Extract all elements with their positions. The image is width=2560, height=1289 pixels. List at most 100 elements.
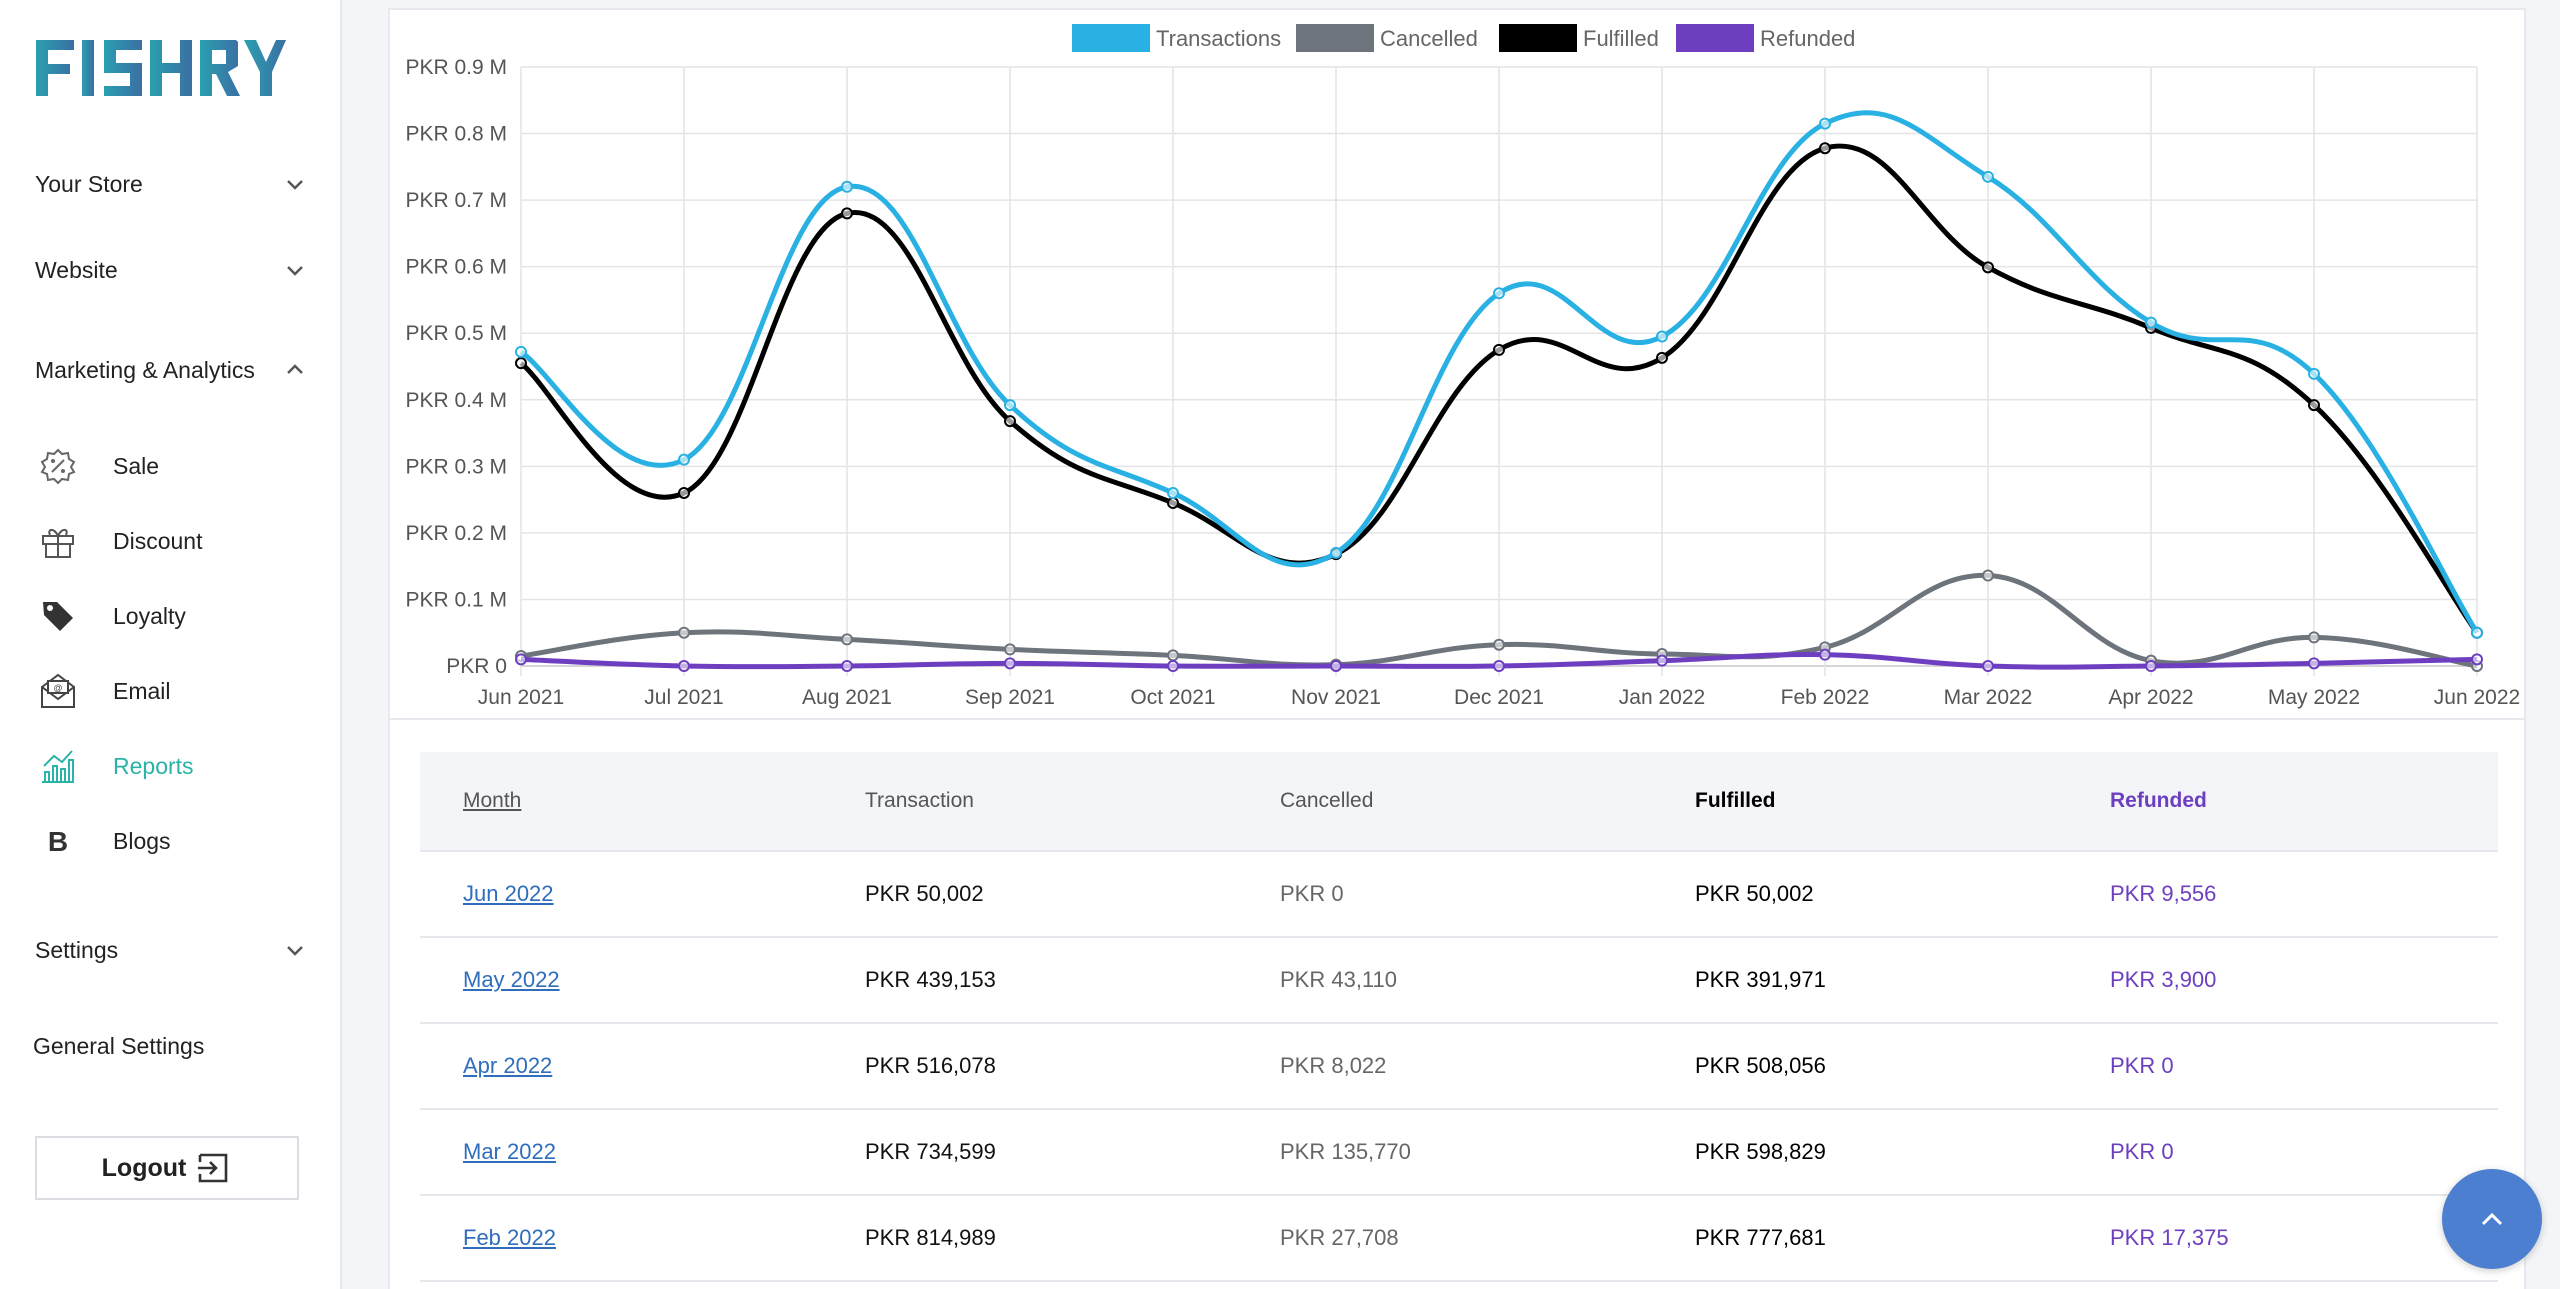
data-point-fulfilled [1493, 343, 1505, 356]
row-month-link[interactable]: Feb 2022 [463, 1225, 556, 1250]
nav-your-store-label: Your Store [35, 170, 143, 197]
data-point-transactions [2308, 367, 2320, 380]
row-month-link[interactable]: May 2022 [463, 967, 560, 992]
tag-icon [38, 596, 78, 636]
row-cancelled: PKR 43,110 [1280, 967, 1398, 992]
data-point-refunded [2145, 660, 2157, 672]
data-point-refunded [1982, 660, 1994, 672]
y-tick-label: PKR 0.8 M [405, 123, 507, 146]
data-point-fulfilled [678, 486, 690, 499]
row-cancelled: PKR 135,770 [1280, 1139, 1411, 1164]
row-fulfilled: PKR 508,056 [1695, 1053, 1826, 1078]
x-tick-label: Nov 2021 [1291, 686, 1381, 709]
row-fulfilled: PKR 777,681 [1695, 1225, 1826, 1250]
data-point-fulfilled [515, 357, 527, 370]
row-month-link[interactable]: Apr 2022 [463, 1053, 553, 1078]
data-point-cancelled [678, 626, 690, 639]
data-point-refunded [515, 653, 527, 666]
data-point-refunded [2308, 657, 2320, 670]
data-point-fulfilled [1004, 415, 1016, 428]
svg-text:@: @ [53, 683, 62, 693]
report-table-card: Month Transaction Cancelled Fulfilled Re… [388, 720, 2526, 1289]
legend-swatch-cancelled [1296, 24, 1374, 52]
x-tick-label: Aug 2021 [802, 686, 892, 709]
x-tick-label: May 2022 [2268, 686, 2360, 709]
nav-your-store[interactable]: Your Store [35, 164, 305, 204]
logout-label: Logout [101, 1153, 187, 1182]
blog-icon: B [38, 821, 78, 861]
nav-website[interactable]: Website [35, 250, 305, 290]
row-transaction: PKR 50,002 [865, 881, 984, 906]
data-point-transactions [1330, 546, 1342, 559]
legend-swatch-refunded [1676, 24, 1754, 52]
scroll-to-top-button[interactable] [2442, 1169, 2542, 1269]
data-point-refunded [1004, 657, 1016, 670]
data-point-transactions [1819, 117, 1831, 130]
legend-label-refunded: Refunded [1760, 26, 1855, 51]
x-tick-label: Oct 2021 [1130, 686, 1215, 709]
y-tick-label: PKR 0.1 M [405, 588, 507, 611]
row-cancelled: PKR 27,708 [1280, 1225, 1399, 1250]
data-point-fulfilled [1982, 261, 1994, 274]
data-point-fulfilled [1819, 142, 1831, 155]
x-tick-label: Jan 2022 [1619, 686, 1705, 709]
sidebar-item-sale-label: Sale [113, 452, 160, 479]
nav-marketing-analytics[interactable]: Marketing & Analytics [35, 350, 305, 390]
data-point-refunded [1656, 654, 1668, 667]
sidebar-item-blogs[interactable]: B Blogs [38, 821, 318, 861]
x-tick-label: Mar 2022 [1944, 686, 2033, 709]
data-point-refunded [678, 660, 690, 672]
sidebar-item-loyalty[interactable]: Loyalty [38, 596, 318, 636]
data-point-refunded [841, 660, 853, 672]
y-tick-label: PKR 0.5 M [405, 322, 507, 345]
row-fulfilled: PKR 391,971 [1695, 967, 1826, 992]
row-month-link[interactable]: Mar 2022 [463, 1139, 556, 1164]
data-point-transactions [678, 453, 690, 466]
sidebar-item-discount[interactable]: Discount [38, 521, 318, 561]
table-row: Apr 2022 PKR 516,078 PKR 8,022 PKR 508,0… [420, 1024, 2498, 1110]
sidebar-item-email[interactable]: @ Email [38, 671, 318, 711]
chevron-up-icon [287, 364, 303, 374]
row-fulfilled: PKR 598,829 [1695, 1139, 1826, 1164]
sidebar-item-loyalty-label: Loyalty [113, 602, 186, 629]
x-tick-label: Dec 2021 [1454, 686, 1544, 709]
email-icon: @ [38, 671, 78, 711]
data-point-fulfilled [1656, 351, 1668, 364]
table-row: Feb 2022 PKR 814,989 PKR 27,708 PKR 777,… [420, 1196, 2498, 1282]
sidebar-item-reports[interactable]: Reports [38, 746, 318, 786]
row-refunded: PKR 3,900 [2110, 967, 2217, 992]
nav-settings[interactable]: Settings [35, 930, 305, 970]
data-point-transactions [2145, 316, 2157, 329]
header-transaction: Transaction [865, 789, 974, 812]
row-month-link[interactable]: Jun 2022 [463, 881, 554, 906]
fishry-logo[interactable] [34, 36, 286, 100]
data-point-cancelled [1167, 649, 1179, 662]
row-cancelled: PKR 0 [1280, 881, 1344, 906]
row-refunded: PKR 0 [2110, 1139, 2174, 1164]
legend-swatch-transactions [1072, 24, 1150, 52]
data-point-cancelled [2308, 631, 2320, 644]
row-transaction: PKR 814,989 [865, 1225, 996, 1250]
table-row: May 2022 PKR 439,153 PKR 43,110 PKR 391,… [420, 938, 2498, 1024]
y-tick-label: PKR 0.2 M [405, 522, 507, 545]
general-settings-link[interactable]: General Settings [33, 1033, 205, 1059]
chart-icon [38, 746, 78, 786]
sidebar-item-sale[interactable]: Sale [38, 446, 318, 486]
data-point-cancelled [1982, 569, 1994, 582]
x-tick-label: Jun 2021 [478, 686, 564, 709]
nav-settings-label: Settings [35, 936, 119, 963]
row-refunded: PKR 0 [2110, 1053, 2174, 1078]
nav-marketing-analytics-label: Marketing & Analytics [35, 356, 255, 383]
header-month[interactable]: Month [463, 789, 522, 812]
data-point-transactions [1982, 170, 1994, 183]
x-tick-label: Jul 2021 [644, 686, 723, 709]
gift-icon [38, 521, 78, 561]
data-point-cancelled [841, 633, 853, 646]
table-header: Month Transaction Cancelled Fulfilled Re… [420, 752, 2498, 852]
row-transaction: PKR 516,078 [865, 1053, 996, 1078]
legend-label-fulfilled: Fulfilled [1583, 26, 1659, 51]
y-tick-label: PKR 0.7 M [405, 189, 507, 212]
x-tick-label: Apr 2022 [2108, 686, 2193, 709]
logout-button[interactable]: Logout [35, 1136, 299, 1200]
data-point-cancelled [1493, 638, 1505, 651]
